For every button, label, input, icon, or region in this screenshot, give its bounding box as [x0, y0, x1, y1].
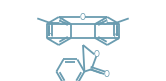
Text: O: O [104, 70, 110, 79]
Text: O: O [114, 34, 120, 43]
Text: O: O [102, 18, 108, 27]
Text: O: O [93, 50, 99, 59]
Text: O: O [80, 12, 86, 21]
Text: O: O [58, 18, 64, 27]
Text: O: O [46, 34, 52, 43]
